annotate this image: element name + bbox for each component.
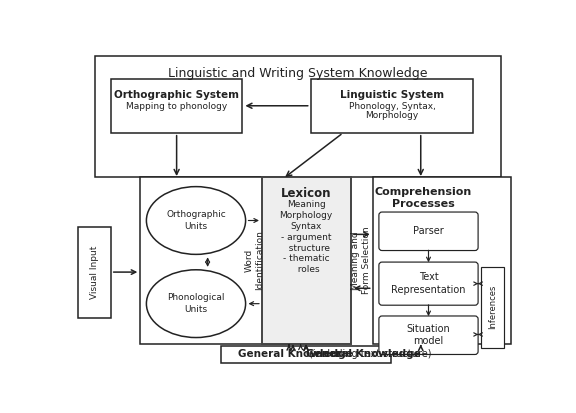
- Ellipse shape: [146, 270, 245, 337]
- Bar: [262, 177, 351, 344]
- Text: Phonological
Units: Phonological Units: [167, 293, 225, 314]
- Text: Phonology, Syntax,: Phonology, Syntax,: [348, 102, 435, 111]
- Text: Orthographic
Units: Orthographic Units: [166, 210, 226, 231]
- FancyBboxPatch shape: [379, 316, 478, 354]
- Bar: [95, 56, 501, 177]
- Ellipse shape: [146, 187, 245, 254]
- Bar: [140, 177, 293, 344]
- Bar: [373, 177, 511, 344]
- Text: - thematic: - thematic: [283, 254, 329, 263]
- Text: Lexicon: Lexicon: [281, 187, 331, 199]
- Text: Orthographic System: Orthographic System: [114, 90, 239, 100]
- Text: (including text structure): (including text structure): [306, 349, 431, 359]
- Text: Morphology: Morphology: [365, 111, 419, 120]
- Text: Comprehension
Processes: Comprehension Processes: [374, 187, 472, 209]
- Text: Morphology: Morphology: [279, 211, 333, 220]
- Text: Linguistic and Writing System Knowledge: Linguistic and Writing System Knowledge: [168, 66, 427, 79]
- Text: Text
Representation: Text Representation: [391, 273, 466, 295]
- Text: structure: structure: [283, 244, 329, 253]
- Bar: [111, 79, 242, 133]
- FancyBboxPatch shape: [379, 262, 478, 305]
- Text: Linguistic System: Linguistic System: [340, 90, 444, 100]
- Text: Inferences: Inferences: [488, 285, 497, 329]
- Bar: [310, 79, 473, 133]
- Bar: [78, 227, 111, 318]
- Bar: [481, 267, 505, 348]
- Text: Situation
model: Situation model: [407, 324, 450, 347]
- FancyBboxPatch shape: [379, 212, 478, 251]
- Text: Syntax: Syntax: [290, 222, 322, 231]
- Text: Meaning: Meaning: [287, 200, 325, 209]
- Text: General Knowledge: General Knowledge: [306, 349, 421, 359]
- Text: General Knowledge: General Knowledge: [238, 349, 353, 359]
- Text: Mapping to phonology: Mapping to phonology: [126, 102, 228, 111]
- Text: roles: roles: [292, 265, 320, 274]
- Text: - argument: - argument: [281, 233, 331, 242]
- Text: Visual Input: Visual Input: [90, 245, 99, 299]
- Text: Meaning and
Form Selection: Meaning and Form Selection: [351, 227, 371, 294]
- Bar: [221, 346, 391, 363]
- Text: Word
Identification: Word Identification: [244, 230, 264, 290]
- Text: General Knowledge: General Knowledge: [0, 412, 1, 413]
- Text: Parser: Parser: [413, 226, 444, 236]
